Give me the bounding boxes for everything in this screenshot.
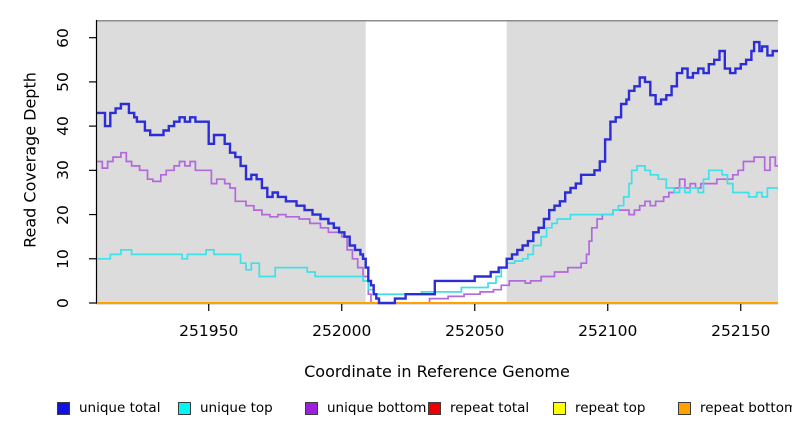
y-tick-label: 30 [54, 160, 72, 181]
series-line-unique-bottom [97, 151, 778, 304]
legend-swatch-icon [428, 401, 441, 415]
legend-item-unique-top: unique top [178, 399, 273, 417]
legend-swatch-icon [553, 401, 566, 415]
y-tick-label: 10 [54, 248, 72, 269]
legend-item-repeat-total: repeat total [428, 399, 529, 417]
x-tick-label: 252150 [711, 322, 771, 340]
legend-item-repeat-top: repeat top [553, 399, 645, 417]
legend-label: repeat bottom [700, 400, 792, 416]
x-tick-label: 252100 [578, 322, 638, 340]
legend-item-repeat-bottom: repeat bottom [678, 399, 792, 417]
series-line-unique-top [97, 165, 778, 296]
legend-label: unique top [200, 400, 273, 416]
legend-swatch-icon [178, 401, 191, 415]
x-tick-label: 252000 [312, 322, 372, 340]
y-tick-label: 60 [54, 27, 72, 48]
legend-label: repeat total [450, 400, 530, 416]
legend-swatch-icon [57, 401, 70, 415]
series-line-unique-total [97, 40, 778, 305]
legend-label: unique total [79, 400, 161, 416]
y-axis-title: Read Coverage Depth [20, 72, 40, 248]
legend: unique total unique top unique bottom repea… [0, 399, 792, 419]
y-tick-label: 20 [54, 204, 72, 225]
y-tick-label: 0 [54, 298, 72, 308]
legend-swatch-icon [678, 401, 691, 415]
x-tick-label: 251950 [179, 322, 239, 340]
y-tick-label: 50 [54, 72, 72, 92]
legend-label: repeat top [575, 400, 646, 416]
legend-swatch-icon [305, 401, 318, 415]
x-tick-label: 252050 [445, 322, 505, 340]
y-tick-label: 40 [54, 116, 72, 136]
highlight-window [365, 20, 507, 303]
legend-item-unique-total: unique total [57, 399, 160, 417]
legend-label: unique bottom [327, 400, 427, 416]
legend-item-unique-bottom: unique bottom [305, 399, 426, 417]
x-axis-title: Coordinate in Reference Genome [304, 362, 570, 381]
